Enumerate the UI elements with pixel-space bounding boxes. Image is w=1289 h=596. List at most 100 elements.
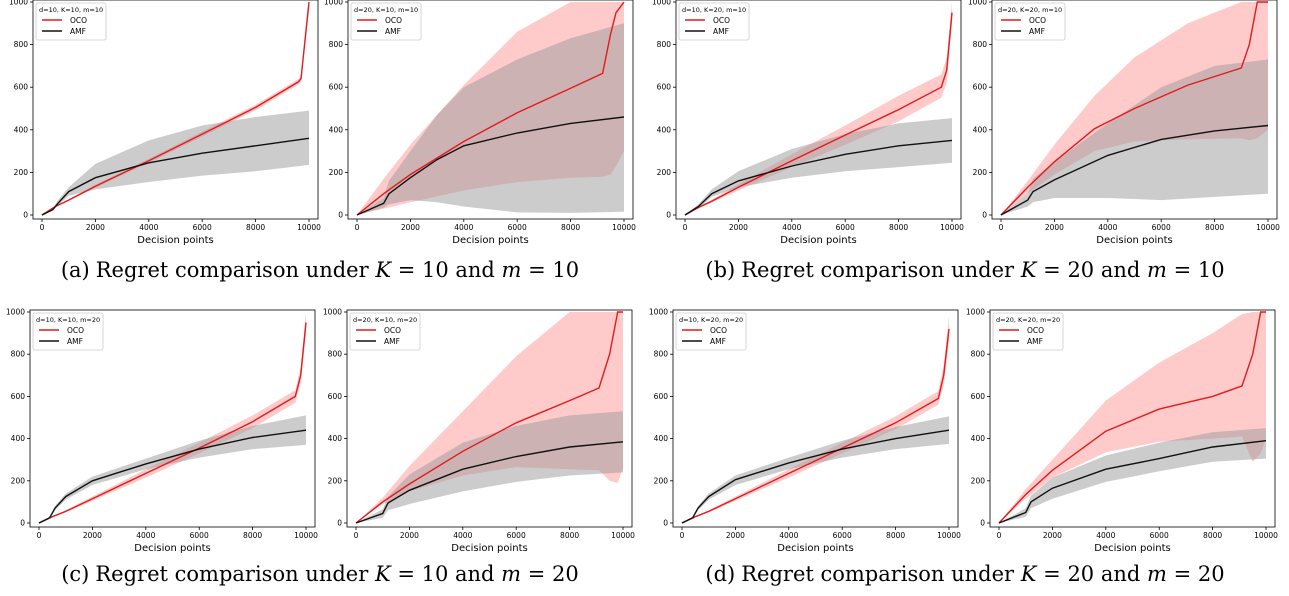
y-tick-label: 200 (14, 168, 29, 177)
caption-d-label: (d) (705, 562, 736, 586)
y-tick-label: 0 (982, 211, 987, 220)
x-tick-label: 8000 (886, 531, 905, 540)
line-oco (38, 322, 307, 524)
x-tick-label: 6000 (508, 223, 527, 232)
legend-title: d=20, K=10, m=10 (354, 6, 418, 14)
x-tick-label: 10000 (1254, 531, 1278, 540)
x-tick-label: 0 (355, 223, 360, 232)
band-amf (39, 415, 306, 523)
line-oco (998, 311, 1266, 524)
legend-entry-oco: OCO (710, 326, 727, 335)
x-tick-label: 0 (997, 531, 1002, 540)
y-tick-label: 800 (14, 40, 29, 49)
y-tick-label: 400 (14, 125, 29, 134)
y-tick-label: 400 (654, 434, 669, 443)
x-tick-label: 8000 (246, 223, 265, 232)
y-tick-label: 1000 (968, 0, 987, 7)
y-tick-label: 600 (657, 83, 672, 92)
x-tick-label: 2000 (400, 531, 419, 540)
legend-title: d=10, K=10, m=10 (39, 6, 103, 14)
x-tick-label: 8000 (889, 223, 908, 232)
legend-title: d=20, K=20, m=10 (998, 6, 1062, 14)
y-tick-label: 800 (328, 350, 343, 359)
subplot-6: 0 2000 4000 6000 8000 10000 0 200 400 600 800 1000 D… (323, 308, 635, 555)
y-tick-label: 600 (971, 392, 986, 401)
x-tick-label: 10000 (297, 223, 321, 232)
band-amf (356, 411, 623, 523)
caption-c-text: Regret comparison under (95, 562, 369, 586)
band-amf (42, 110, 309, 215)
legend-entry-amf: AMF (713, 27, 729, 36)
x-tick-label: 6000 (1150, 531, 1169, 540)
x-tick-label: 0 (683, 223, 688, 232)
x-axis-label: Decision points (452, 235, 528, 246)
band-amf (1001, 59, 1268, 215)
legend-entry-oco: OCO (1027, 326, 1044, 335)
subplot-5: 0 2000 4000 6000 8000 10000 0 200 400 600 800 1000 D… (6, 308, 318, 555)
y-tick-label: 600 (973, 83, 988, 92)
subplot-3: 0 2000 4000 6000 8000 10000 0 200 400 600 800 1000 D… (652, 0, 964, 246)
line-amf (998, 440, 1267, 524)
x-tick-label: 8000 (1205, 223, 1224, 232)
x-tick-label: 6000 (190, 531, 209, 540)
y-tick-label: 0 (20, 519, 25, 528)
line-amf (356, 116, 625, 216)
y-tick-label: 0 (663, 519, 668, 528)
legend-entry-oco: OCO (70, 16, 87, 25)
legend-entry-amf: AMF (67, 337, 83, 346)
y-tick-label: 1000 (652, 0, 671, 7)
y-tick-label: 1000 (966, 308, 985, 317)
line-oco (681, 328, 950, 524)
line-amf (41, 137, 310, 216)
y-tick-label: 800 (971, 350, 986, 359)
subplot-4: 0 2000 4000 6000 8000 10000 0 200 400 600 800 1000 D… (968, 0, 1280, 246)
x-tick-label: 4000 (779, 531, 798, 540)
x-tick-label: 6000 (833, 531, 852, 540)
caption-a-text: Regret comparison under (95, 258, 369, 282)
line-oco (684, 12, 953, 216)
band-amf (357, 23, 624, 215)
y-tick-label: 0 (23, 211, 28, 220)
y-tick-label: 1000 (649, 308, 668, 317)
x-tick-label: 10000 (940, 223, 964, 232)
legend-title: d=10, K=10, m=20 (36, 316, 100, 324)
y-tick-label: 1000 (323, 308, 342, 317)
y-tick-label: 200 (654, 476, 669, 485)
y-tick-label: 200 (11, 476, 26, 485)
y-tick-label: 200 (329, 168, 344, 177)
plot-area (355, 311, 624, 524)
subplot-2: 0 2000 4000 6000 8000 10000 0 200 400 600 800 1000 D… (324, 0, 636, 246)
y-tick-label: 200 (657, 168, 672, 177)
y-tick-label: 600 (14, 83, 29, 92)
y-tick-label: 800 (973, 40, 988, 49)
x-axis-label: Decision points (134, 543, 210, 554)
y-tick-label: 800 (657, 40, 672, 49)
legend-entry-oco: OCO (713, 16, 730, 25)
legend-entry-amf: AMF (384, 337, 400, 346)
y-tick-label: 600 (328, 392, 343, 401)
plot-area (684, 2, 953, 216)
plot-area (41, 1, 310, 216)
legend-title: d=10, K=20, m=10 (682, 6, 746, 14)
axes-frame (989, 309, 1276, 528)
y-tick-label: 800 (11, 350, 26, 359)
line-amf (1000, 124, 1269, 216)
x-tick-label: 2000 (401, 223, 420, 232)
x-tick-label: 2000 (729, 223, 748, 232)
y-tick-label: 400 (11, 434, 26, 443)
caption-c: (c) Regret comparison under K = 10 and m … (61, 562, 579, 586)
y-tick-label: 600 (654, 392, 669, 401)
legend-entry-amf: AMF (1029, 27, 1045, 36)
y-tick-label: 400 (973, 125, 988, 134)
x-tick-label: 2000 (1045, 223, 1064, 232)
x-tick-label: 4000 (1098, 223, 1117, 232)
line-oco (356, 1, 625, 216)
x-axis-label: Decision points (451, 543, 527, 554)
y-tick-label: 400 (328, 434, 343, 443)
x-axis-label: Decision points (1096, 235, 1172, 246)
caption-a: (a) Regret comparison under K = 10 and m … (60, 258, 580, 282)
x-tick-label: 4000 (136, 531, 155, 540)
caption-b-label: (b) (705, 258, 736, 282)
x-axis-label: Decision points (777, 543, 853, 554)
